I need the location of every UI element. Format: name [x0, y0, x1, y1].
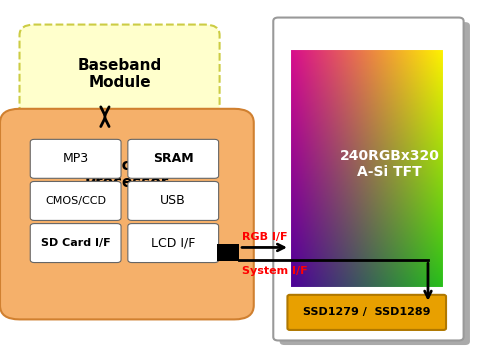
- Text: USB: USB: [161, 194, 186, 207]
- Text: RGB I/F: RGB I/F: [242, 232, 287, 242]
- Text: CMOS/CCD: CMOS/CCD: [45, 196, 106, 206]
- FancyBboxPatch shape: [30, 181, 121, 220]
- Text: Baseband
Module: Baseband Module: [78, 58, 162, 90]
- FancyBboxPatch shape: [128, 181, 219, 220]
- Text: System I/F: System I/F: [242, 266, 307, 276]
- Bar: [290, 49, 444, 288]
- Text: SD Card I/F: SD Card I/F: [41, 238, 110, 248]
- Text: 240RGBx320
A-Si TFT: 240RGBx320 A-Si TFT: [340, 148, 440, 179]
- Text: SRAM: SRAM: [153, 152, 194, 165]
- FancyBboxPatch shape: [20, 25, 220, 123]
- Text: LCD I/F: LCD I/F: [151, 237, 195, 250]
- Bar: [217, 244, 239, 261]
- FancyBboxPatch shape: [0, 109, 254, 319]
- FancyBboxPatch shape: [287, 295, 446, 330]
- Text: Application
Processor: Application Processor: [79, 158, 175, 190]
- Text: SSD1279 /  SSD1289: SSD1279 / SSD1289: [303, 307, 430, 317]
- FancyBboxPatch shape: [128, 224, 219, 263]
- FancyBboxPatch shape: [280, 22, 470, 345]
- FancyBboxPatch shape: [30, 224, 121, 263]
- FancyBboxPatch shape: [30, 139, 121, 178]
- Text: MP3: MP3: [62, 152, 89, 165]
- FancyBboxPatch shape: [128, 139, 219, 178]
- FancyBboxPatch shape: [273, 18, 464, 340]
